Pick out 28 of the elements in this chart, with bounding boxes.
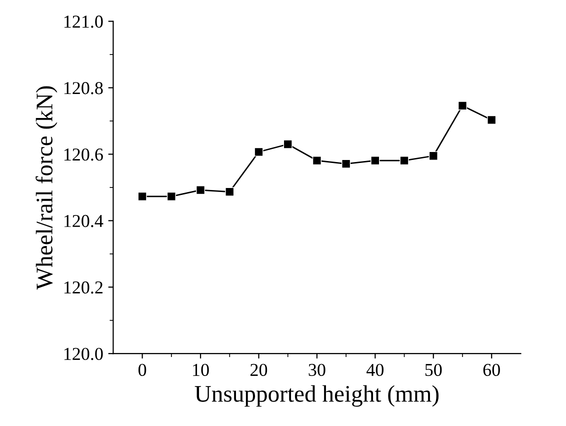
point xyxy=(312,156,322,166)
point xyxy=(370,156,380,166)
point xyxy=(458,101,468,110)
y-tick-label: 120.8 xyxy=(64,82,103,94)
x-tick-label: 10 xyxy=(193,364,209,376)
point xyxy=(254,147,264,156)
x-tick-label: 30 xyxy=(308,364,326,376)
x-tick-label: 40 xyxy=(366,364,384,376)
point xyxy=(400,156,409,166)
x-tick-label: 50 xyxy=(425,364,442,376)
y-tick-label: 120.4 xyxy=(64,214,104,228)
x-tick-label: 20 xyxy=(250,364,268,376)
y-axis-title: Wheel/rail force (kN) xyxy=(36,86,58,290)
point xyxy=(487,115,496,125)
point xyxy=(342,159,351,168)
y-tick-label: 120.6 xyxy=(64,148,103,161)
x-tick-label: 0 xyxy=(138,364,146,376)
x-axis-title: Unsupported height (mm) xyxy=(194,385,439,407)
point xyxy=(166,192,176,201)
y-tick-label: 121.0 xyxy=(64,16,103,28)
point xyxy=(196,186,206,195)
y-tick-label: 120.2 xyxy=(64,281,102,294)
point xyxy=(428,151,438,160)
x-tick-label: 60 xyxy=(483,364,500,376)
y-tick-label: 120.0 xyxy=(64,348,103,360)
point xyxy=(283,140,292,149)
point xyxy=(225,187,234,196)
point xyxy=(138,192,147,201)
